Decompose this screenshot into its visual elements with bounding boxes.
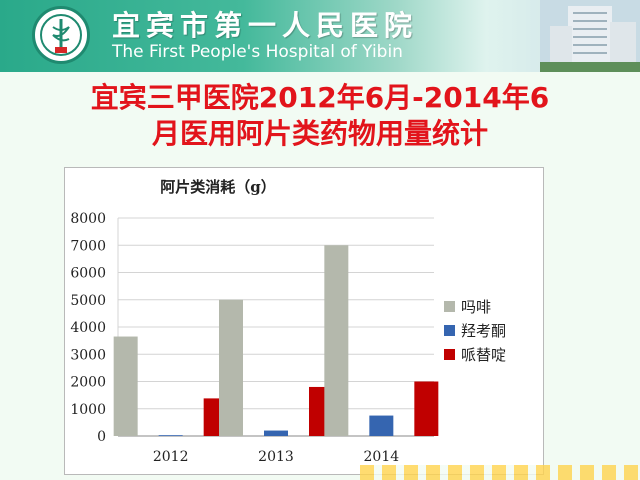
y-tick-label: 2000 [70,375,106,391]
slide-title-line-2: 月医用阿片类药物用量统计 [151,117,488,150]
hospital-building-icon [540,0,640,72]
legend-label: 羟考酮 [461,321,507,340]
legend-label: 吗啡 [461,297,492,316]
legend-swatch [444,324,455,336]
legend-swatch [444,300,455,312]
y-tick-label: 4000 [70,320,106,336]
legend-item: 哌替啶 [444,342,506,366]
header-banner: 宜宾市第一人民医院 The First People's Hospital of… [0,0,640,72]
x-tick-label: 2014 [364,449,400,465]
y-tick-label: 1000 [70,402,106,418]
legend-swatch [444,348,455,360]
legend-label: 哌替啶 [461,345,507,364]
bar-2014-series-1 [369,415,394,436]
y-tick-label: 0 [97,429,106,445]
legend-item: 羟考酮 [444,318,506,342]
x-tick-label: 2012 [153,449,189,465]
legend-item: 吗啡 [444,294,506,318]
chart-legend: 吗啡 羟考酮 哌替啶 [444,294,506,366]
decorative-stripe [360,465,640,480]
bar-2012-series-1 [158,435,183,436]
x-tick-label: 2013 [258,449,294,465]
y-tick-label: 7000 [70,238,106,254]
y-tick-label: 6000 [70,266,106,282]
hospital-name-cn: 宜宾市第一人民医院 [112,9,419,42]
y-tick-label: 8000 [70,211,106,227]
bar-2013-series-1 [264,430,288,436]
chart-title: 阿片类消耗（g） [160,178,276,196]
bar-2013-series-0 [219,299,243,436]
y-tick-label: 5000 [70,293,106,309]
bar-2014-series-0 [324,245,349,436]
hospital-name-en: The First People's Hospital of Yibin [112,42,403,62]
bar-2012-series-0 [113,336,138,436]
slide-title: 宜宾三甲医院2012年6月-2014年6 月医用阿片类药物用量统计 [0,80,640,152]
y-tick-label: 3000 [70,347,106,363]
hospital-logo-icon [32,6,90,64]
bar-2014-series-2 [414,381,439,436]
slide-title-line-1: 宜宾三甲医院2012年6月-2014年6 [90,81,550,114]
